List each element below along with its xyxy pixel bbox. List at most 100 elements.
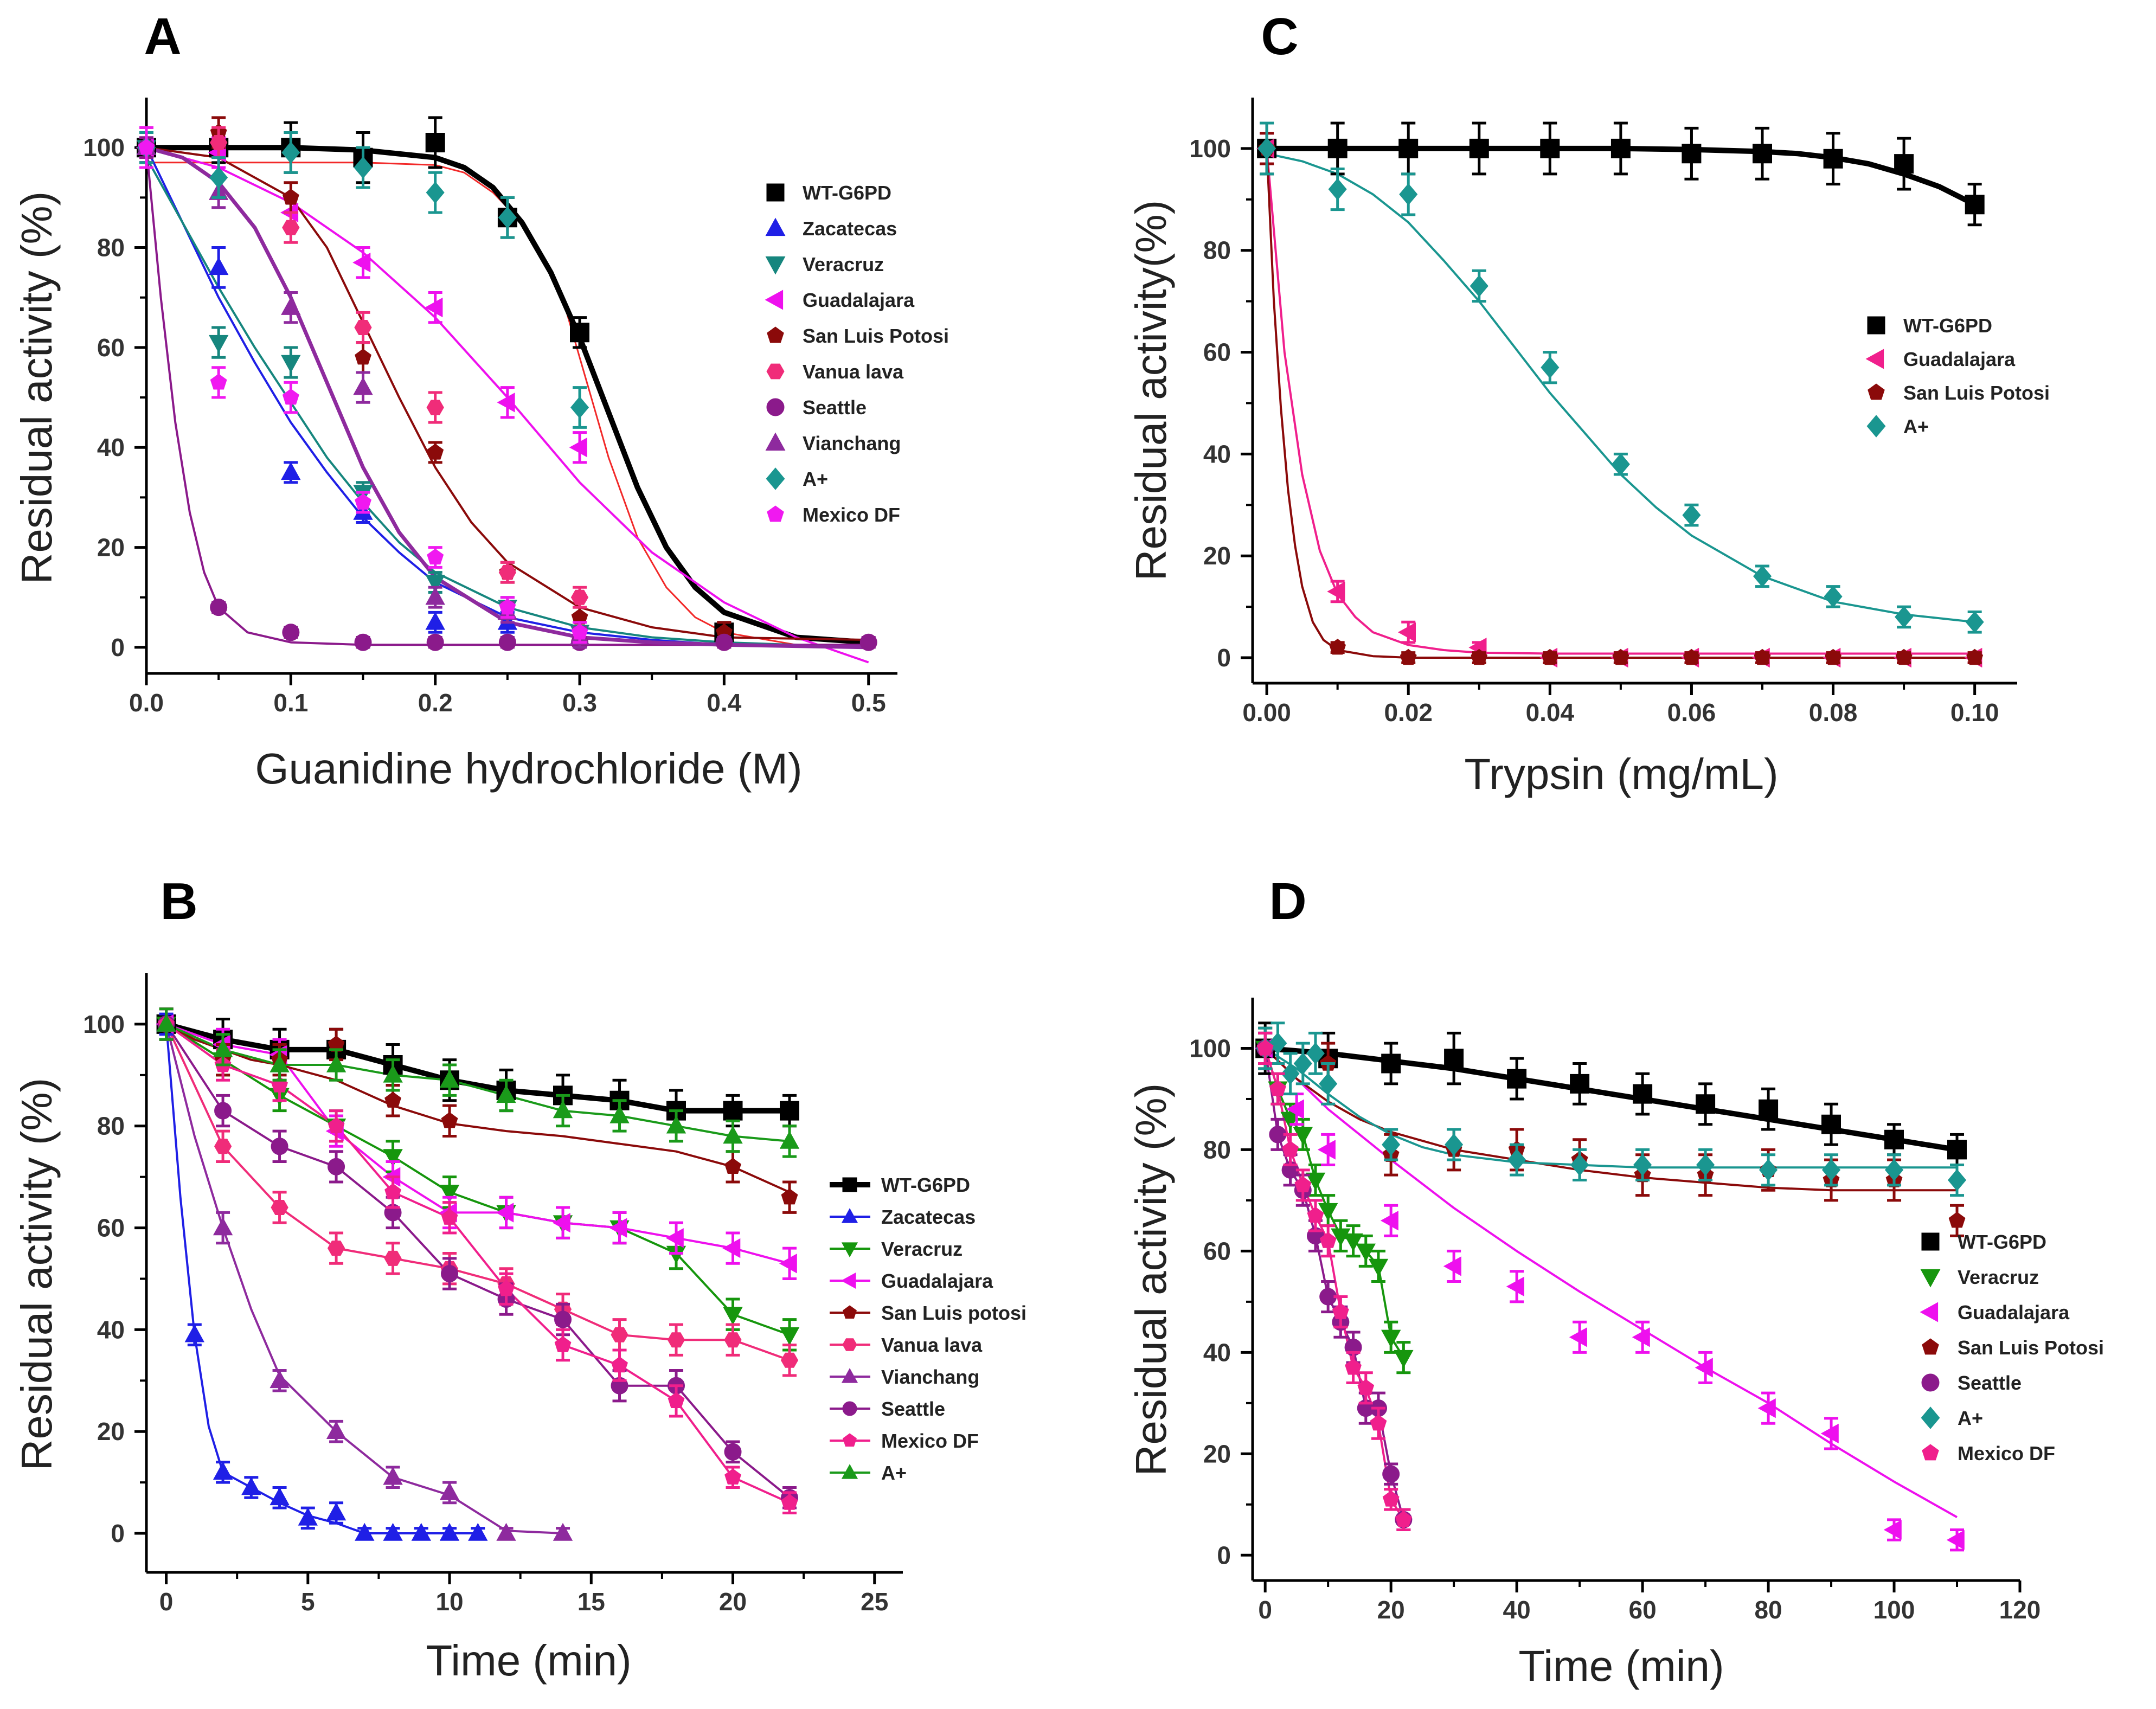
- data-point: [781, 1188, 798, 1205]
- legend-item-seattle: Seattle: [1921, 1372, 2022, 1394]
- x-tick-label-a: 0.4: [707, 689, 741, 717]
- plot-area-c: [1256, 121, 1985, 668]
- legend-marker: [842, 1338, 857, 1351]
- data-point: [1257, 137, 1276, 160]
- legend-label: Seattle: [1958, 1372, 2022, 1394]
- data-point: [1759, 1099, 1779, 1119]
- legend-item-vanua-lava: Vanua lava: [766, 361, 904, 383]
- legend-marker: [1922, 1444, 1939, 1461]
- y-tick-label-d: 60: [1203, 1237, 1231, 1265]
- data-point: [1345, 1359, 1362, 1375]
- legend-item-guadalajara: Guadalajara: [765, 289, 915, 311]
- legend-label: Zacatecas: [803, 217, 897, 240]
- data-point: [270, 1487, 290, 1506]
- legend-item-mexico-df: Mexico DF: [767, 504, 900, 526]
- panel-label-d: D: [1269, 872, 1306, 930]
- legend-marker: [1921, 1232, 1940, 1251]
- legend-label: A+: [1958, 1407, 1983, 1429]
- y-tick-label-c: 40: [1203, 440, 1231, 468]
- data-point: [383, 1522, 403, 1541]
- data-point: [439, 1069, 460, 1088]
- legend-marker: [843, 1433, 857, 1447]
- y-tick-label-b: 0: [111, 1519, 125, 1547]
- data-point: [552, 1213, 570, 1233]
- data-point: [383, 1064, 403, 1083]
- data-point: [1883, 1520, 1902, 1540]
- legend-label: WT-G6PD: [1958, 1231, 2046, 1253]
- axes-b: 0 5 10 15 20 25 0 20 40 60 80 100: [83, 973, 903, 1616]
- data-point: [1824, 586, 1843, 608]
- series-line-vianchang-a: [146, 145, 869, 650]
- x-tick-label-d: 0: [1258, 1596, 1272, 1624]
- y-tick-label-c: 20: [1203, 542, 1231, 570]
- data-point: [468, 1522, 488, 1541]
- data-point: [1757, 1398, 1776, 1418]
- data-point: [1759, 1159, 1778, 1181]
- legend-c: WT-G6PD Guadalajara San Luis Potosi A+: [1865, 314, 2050, 438]
- y-tick-label-d: 20: [1203, 1440, 1231, 1468]
- data-point: [1269, 1080, 1286, 1096]
- data-point: [1368, 1258, 1389, 1277]
- legend-label: Mexico DF: [803, 504, 900, 526]
- data-point: [384, 1091, 401, 1108]
- data-point: [138, 138, 155, 155]
- legend-label: Guadalajara: [803, 289, 915, 311]
- data-point: [668, 1392, 685, 1408]
- y-tick-label-a: 0: [111, 633, 125, 661]
- data-point: [1696, 1154, 1715, 1176]
- data-point: [859, 633, 877, 651]
- data-point: [1256, 1039, 1274, 1056]
- data-point: [214, 1139, 232, 1154]
- series-mexico-df-d: [1256, 1031, 1412, 1532]
- legend-marker: [765, 432, 786, 451]
- data-point: [1570, 1154, 1589, 1176]
- x-tick-label-b: 15: [578, 1588, 605, 1616]
- x-tick-label-c: 0.10: [1950, 698, 1999, 727]
- data-point: [1397, 622, 1416, 643]
- data-point: [1884, 1159, 1904, 1181]
- legend-item-wt-g6pd: WT-G6PD: [1921, 1231, 2046, 1253]
- data-point: [554, 1336, 572, 1352]
- x-axis-title-c: Trypsin (mg/mL): [1464, 750, 1778, 798]
- data-point: [281, 355, 301, 373]
- data-point: [281, 297, 301, 315]
- y-tick-label-a: 40: [97, 433, 125, 461]
- data-point: [779, 1254, 797, 1274]
- legend-marker: [767, 505, 784, 522]
- legend-item-mexico-df: Mexico DF: [830, 1430, 979, 1452]
- legend-a: WT-G6PD Zacatecas Veracruz Guadalajara San L…: [765, 182, 949, 526]
- data-point: [722, 1238, 741, 1258]
- data-point: [665, 1228, 684, 1248]
- legend-marker: [843, 1305, 857, 1319]
- data-point: [715, 633, 733, 651]
- legend-marker: [1920, 1302, 1939, 1322]
- series-mexico-df-a: [138, 126, 588, 644]
- data-point: [1318, 1203, 1338, 1221]
- data-point: [1329, 639, 1346, 655]
- data-point: [326, 1421, 347, 1439]
- y-axis-title-c: Residual activity(%): [1127, 200, 1175, 581]
- data-point: [1281, 1062, 1300, 1085]
- x-tick-label-d: 60: [1629, 1596, 1657, 1624]
- data-point: [497, 393, 515, 413]
- data-point: [571, 624, 588, 640]
- data-point: [1823, 149, 1843, 169]
- series-line-seattle-b: [165, 1023, 791, 1499]
- data-point: [281, 142, 300, 164]
- legend-item-a: A+: [1866, 415, 1929, 438]
- data-point: [779, 1327, 800, 1346]
- data-point: [209, 257, 229, 275]
- legend-marker: [841, 1242, 858, 1257]
- y-tick-label-b: 60: [97, 1214, 125, 1242]
- data-point: [441, 1209, 458, 1225]
- data-point: [209, 335, 229, 353]
- data-point: [724, 1443, 742, 1461]
- series-line-san-luis-potosi-c: [1266, 148, 1975, 659]
- x-axis-title-d: Time (min): [1518, 1642, 1724, 1690]
- data-point: [1398, 138, 1419, 158]
- data-point: [1286, 1099, 1304, 1119]
- data-point: [425, 587, 445, 605]
- data-point: [352, 253, 371, 273]
- series-line-vianchang-b: [165, 1024, 563, 1534]
- legend-marker: [842, 1401, 857, 1416]
